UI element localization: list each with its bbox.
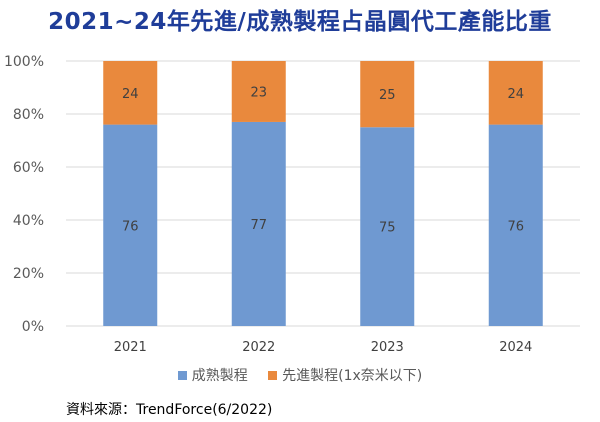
- bar-2024-series-0: [488, 124, 543, 326]
- y-tick-label-4: 80%: [13, 107, 44, 123]
- bar-2024-series-1: [488, 61, 543, 125]
- x-tick-label-2021: 2021: [114, 340, 147, 355]
- bar-2021-series-1: [103, 61, 158, 125]
- x-tick-label-2023: 2023: [371, 340, 404, 355]
- data-label-2024-series-0: 76: [507, 219, 524, 234]
- data-label-2021-series-0: 76: [122, 219, 139, 234]
- legend-label-mature: 成熟製程: [191, 368, 248, 384]
- y-tick-label-2: 40%: [13, 213, 44, 229]
- data-label-2021-series-1: 24: [122, 87, 139, 102]
- chart-title: 2021~24年先進/成熟製程占晶圓代工產能比重: [48, 9, 552, 35]
- legend-swatch-mature: [177, 371, 187, 380]
- bar-2023-series-1: [360, 61, 415, 128]
- data-label-2024-series-1: 24: [507, 87, 524, 102]
- bar-2023-series-0: [360, 127, 415, 326]
- bar-2022-series-0: [231, 121, 286, 326]
- x-tick-label-2022: 2022: [242, 340, 275, 355]
- legend-item-advanced: 先進製程(1x奈米以下): [268, 365, 422, 385]
- data-label-2022-series-1: 23: [250, 85, 267, 100]
- y-tick-label-5: 100%: [4, 54, 44, 70]
- legend-swatch-advanced: [268, 371, 278, 380]
- x-tick-label-2024: 2024: [499, 340, 532, 355]
- bar-2021-series-0: [103, 124, 158, 326]
- source-note: 資料來源：TrendForce(6/2022): [66, 402, 273, 418]
- data-label-2022-series-0: 77: [250, 218, 267, 233]
- legend-label-advanced: 先進製程(1x奈米以下): [282, 368, 423, 384]
- data-label-2023-series-0: 75: [379, 221, 396, 236]
- data-label-2023-series-1: 25: [379, 88, 396, 103]
- y-tick-label-1: 20%: [13, 266, 44, 282]
- legend: 成熟製程 先進製程(1x奈米以下): [0, 365, 600, 385]
- y-tick-label-0: 0%: [22, 319, 44, 335]
- legend-item-mature: 成熟製程: [177, 365, 248, 385]
- y-tick-label-3: 60%: [13, 160, 44, 176]
- bar-2022-series-1: [231, 61, 286, 122]
